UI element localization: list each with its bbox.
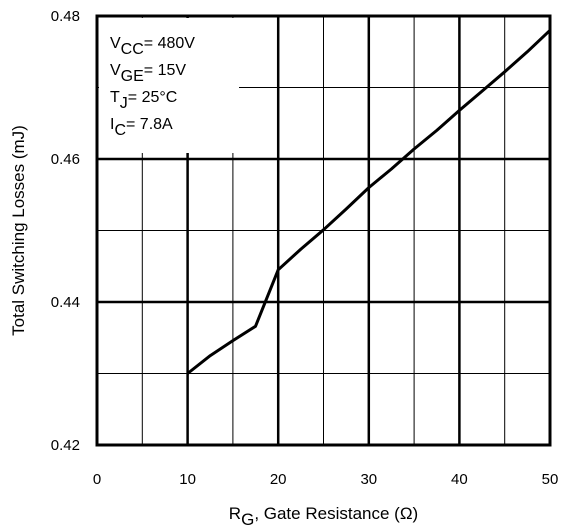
x-tick-label: 50 (542, 471, 559, 488)
y-tick-labels: 0.42 0.44 0.46 0.48 (51, 8, 80, 454)
x-tick-label: 10 (179, 471, 196, 488)
y-axis-title: Total Switching Losses (mJ) (9, 125, 28, 336)
condition-label: IC= 7.8A (110, 116, 173, 139)
y-tick-label: 0.44 (51, 294, 80, 311)
x-tick-labels: 0 10 20 30 40 50 (93, 471, 559, 488)
y-tick-label: 0.48 (51, 8, 80, 25)
series-group (186, 29, 552, 375)
x-axis-title: RG, Gate Resistance (Ω) (229, 504, 418, 529)
x-tick-label: 40 (451, 471, 468, 488)
condition-label: VCC= 480V (110, 35, 195, 58)
y-tick-label: 0.46 (51, 151, 80, 168)
condition-label: TJ= 25°C (110, 89, 177, 112)
x-tick-label: 30 (360, 471, 377, 488)
plot-frame (95, 14, 552, 447)
y-tick-label: 0.42 (51, 437, 80, 454)
conditions-background (99, 18, 239, 153)
condition-label: VGE= 15V (110, 62, 186, 85)
conditions-box: VCC= 480V VGE= 15V TJ= 25°C IC= 7.8A (99, 18, 239, 153)
x-tick-label: 20 (270, 471, 287, 488)
series-line (186, 29, 552, 375)
x-tick-label: 0 (93, 471, 101, 488)
